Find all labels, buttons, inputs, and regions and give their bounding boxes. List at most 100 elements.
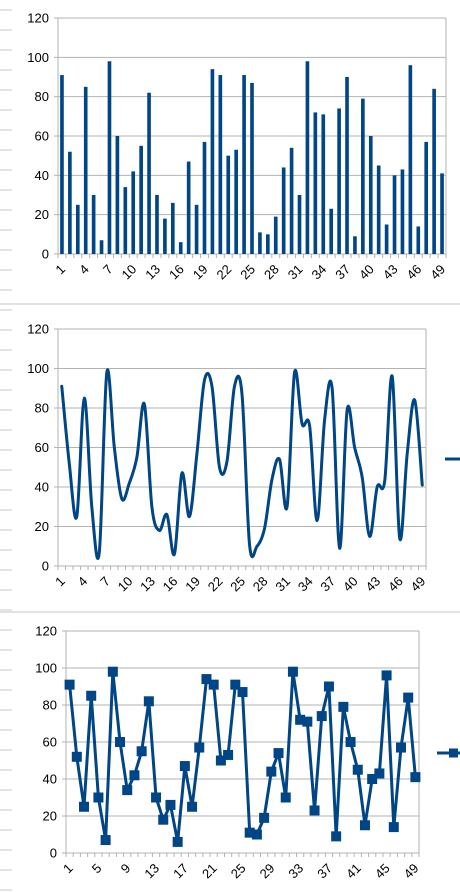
- data-point-marker: [353, 765, 363, 775]
- data-point-marker: [79, 802, 89, 812]
- y-tick-label: 20: [35, 207, 49, 222]
- data-point-marker: [360, 820, 370, 830]
- data-point-marker: [410, 772, 420, 782]
- x-tick-label: 4: [75, 574, 91, 590]
- data-point-marker: [209, 680, 219, 690]
- bar: [353, 236, 357, 254]
- bar: [258, 232, 262, 254]
- bar: [219, 75, 223, 254]
- data-point-marker: [101, 835, 111, 845]
- bar: [377, 166, 381, 255]
- x-tick-label: 7: [97, 574, 113, 590]
- bar: [282, 167, 286, 254]
- y-tick-label: 80: [35, 89, 49, 104]
- y-tick-label: 20: [43, 809, 57, 824]
- x-tick-label: 19: [182, 574, 203, 595]
- data-point-marker: [389, 822, 399, 832]
- bar: [60, 75, 64, 254]
- y-tick-label: 40: [35, 168, 49, 183]
- x-tick-label: 33: [285, 861, 306, 882]
- bar: [242, 75, 246, 254]
- x-tick-label: 1: [60, 861, 76, 877]
- data-point-marker: [288, 667, 298, 677]
- bar: [440, 173, 444, 254]
- y-tick-label: 100: [35, 661, 57, 676]
- data-point-marker: [137, 746, 147, 756]
- y-tick-label: 60: [35, 129, 49, 144]
- data-point-marker: [252, 830, 262, 840]
- bar: [195, 205, 199, 254]
- y-tick-label: 60: [35, 440, 49, 455]
- data-point-marker: [187, 802, 197, 812]
- data-point-marker: [374, 768, 384, 778]
- bar: [266, 234, 270, 254]
- x-tick-label: 25: [228, 861, 249, 882]
- y-tick-label: 60: [43, 735, 57, 750]
- x-tick-label: 1: [52, 262, 68, 278]
- x-tick-label: 22: [205, 574, 226, 595]
- bar: [432, 89, 436, 254]
- legend-key-marker: [449, 749, 458, 758]
- y-tick-label: 80: [43, 698, 57, 713]
- x-tick-label: 28: [261, 262, 282, 283]
- y-tick-label: 120: [27, 11, 49, 26]
- bar: [416, 226, 420, 254]
- bar: [68, 152, 72, 254]
- x-tick-label: 43: [362, 574, 383, 595]
- y-tick-label: 100: [27, 361, 49, 376]
- x-tick-label: 45: [372, 861, 393, 882]
- y-tick-label: 0: [42, 559, 49, 574]
- y-tick-label: 100: [27, 50, 49, 65]
- bar: [147, 93, 151, 254]
- data-point-marker: [151, 793, 161, 803]
- y-tick-label: 120: [35, 624, 57, 639]
- bar: [203, 142, 207, 254]
- bar: [393, 175, 397, 254]
- data-point-marker: [346, 737, 356, 747]
- x-tick-label: 49: [427, 262, 448, 283]
- data-point-marker: [65, 680, 75, 690]
- bar: [139, 146, 143, 254]
- bar: [92, 195, 96, 254]
- x-tick-label: 13: [137, 574, 158, 595]
- bar: [361, 99, 365, 254]
- bar: [250, 83, 254, 254]
- y-tick-label: 40: [43, 772, 57, 787]
- data-point-marker: [223, 750, 233, 760]
- data-point-marker: [115, 737, 125, 747]
- data-point-marker: [72, 752, 82, 762]
- x-tick-label: 7: [100, 262, 116, 278]
- x-tick-label: 34: [295, 574, 316, 595]
- bar: [369, 136, 373, 254]
- bar: [337, 108, 341, 254]
- data-point-marker: [310, 805, 320, 815]
- x-tick-label: 1: [52, 574, 68, 590]
- bar: [116, 136, 120, 254]
- x-tick-label: 28: [250, 574, 271, 595]
- x-tick-label: 49: [408, 574, 429, 595]
- x-tick-label: 10: [119, 262, 140, 283]
- data-point-marker: [382, 670, 392, 680]
- data-point-marker: [396, 743, 406, 753]
- bar: [211, 69, 215, 254]
- bar: [155, 195, 159, 254]
- bar: [298, 195, 302, 254]
- x-tick-label: 40: [356, 262, 377, 283]
- x-tick-label: 9: [118, 861, 134, 877]
- x-tick-label: 4: [76, 262, 92, 278]
- data-point-marker: [194, 743, 204, 753]
- bar: [108, 61, 112, 254]
- bar: [234, 150, 238, 254]
- x-tick-label: 34: [309, 262, 330, 283]
- x-tick-label: 40: [340, 574, 361, 595]
- y-tick-label: 80: [35, 401, 49, 416]
- bar: [187, 162, 191, 254]
- x-tick-label: 19: [190, 262, 211, 283]
- bar: [321, 114, 325, 254]
- bar: [76, 205, 80, 254]
- bar: [385, 225, 389, 255]
- y-tick-label: 20: [35, 519, 49, 534]
- data-point-marker: [317, 711, 327, 721]
